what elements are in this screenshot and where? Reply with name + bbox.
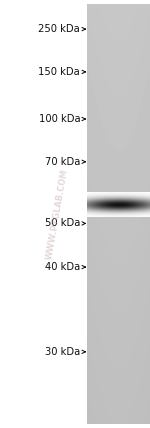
Text: 100 kDa: 100 kDa [39, 114, 80, 124]
Text: 30 kDa: 30 kDa [45, 347, 80, 357]
Text: 150 kDa: 150 kDa [39, 67, 80, 77]
Text: 70 kDa: 70 kDa [45, 157, 80, 167]
Text: 40 kDa: 40 kDa [45, 262, 80, 272]
Text: WWW.PTGLAB.COM: WWW.PTGLAB.COM [45, 168, 69, 260]
Text: 50 kDa: 50 kDa [45, 218, 80, 229]
Text: 250 kDa: 250 kDa [39, 24, 80, 34]
